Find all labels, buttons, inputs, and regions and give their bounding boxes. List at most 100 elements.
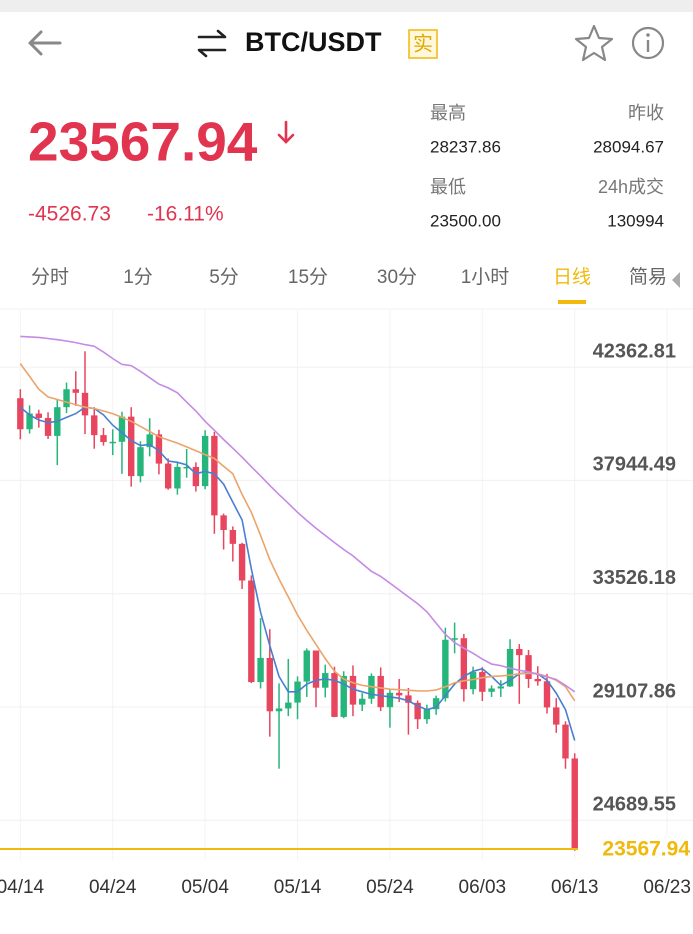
last-price-label-bg [580, 836, 693, 863]
x-tick-label: 06/13 [551, 877, 599, 898]
candle-body [405, 695, 412, 703]
info-button[interactable] [631, 26, 665, 60]
candle-body [128, 416, 135, 477]
interval-tab[interactable]: 分时 [31, 266, 69, 288]
candle-body [63, 389, 70, 408]
candle-body [534, 678, 541, 682]
candle-body [285, 702, 292, 709]
interval-tab[interactable]: 30分 [377, 266, 417, 288]
candle-body [340, 675, 347, 717]
candle-body [91, 415, 98, 436]
candle-body [377, 675, 384, 708]
y-tick-label: 29107.86 [593, 680, 676, 702]
stat-value: 130994 [607, 211, 664, 230]
interval-tab[interactable]: 15分 [288, 266, 328, 288]
interval-tabs: 分时 1分 5分 15分 30分 1小时 日线 简易 [31, 266, 667, 304]
last-price: 23567.94 [28, 111, 258, 173]
status-strip [0, 0, 693, 12]
price-change-pct: -16.11% [147, 203, 224, 226]
x-tick-label: 05/24 [366, 877, 414, 898]
candle-body [118, 416, 126, 442]
spot-badge: 实 [413, 32, 433, 55]
candle-body [146, 434, 153, 448]
candle-body [414, 702, 421, 720]
candle-body [312, 650, 320, 688]
candle-body [423, 709, 431, 720]
candle-body [525, 655, 532, 679]
candle-body [479, 672, 486, 692]
candle-body [81, 392, 89, 416]
candle-body [220, 515, 227, 530]
ma-line [20, 335, 576, 693]
ma-line [19, 406, 576, 741]
last-price-label: 23567.94 [602, 838, 690, 861]
candle-body [562, 724, 569, 759]
pair-title: BTC/USDT [245, 27, 382, 57]
back-button[interactable] [28, 30, 62, 56]
candle-body [44, 417, 52, 436]
ma-line [19, 363, 576, 702]
candle-body [488, 688, 495, 692]
candle-body [174, 466, 181, 489]
candle-body [395, 692, 403, 696]
candle-body [460, 638, 468, 690]
candle-body [155, 434, 163, 464]
candle-body [192, 466, 200, 487]
interval-tab[interactable]: 5分 [209, 266, 239, 288]
candle-body [497, 686, 505, 689]
candle-body [35, 413, 43, 418]
y-tick-label: 37944.49 [593, 454, 676, 476]
candle-body [469, 672, 477, 690]
x-tick-label: 04/24 [89, 877, 137, 898]
down-arrow [277, 120, 295, 144]
price-change: -4526.73 [28, 203, 111, 226]
interval-tab[interactable]: 1小时 [461, 266, 510, 288]
candle-body [211, 435, 218, 516]
candle-body [432, 698, 440, 710]
candle-body [26, 413, 33, 430]
candle-body [229, 530, 237, 544]
candle-body [266, 657, 274, 712]
favorite-star[interactable] [574, 24, 614, 62]
candle-body [100, 435, 107, 443]
candle-body [201, 435, 209, 487]
candle-body [257, 657, 264, 683]
active-tab-underline [558, 300, 586, 304]
y-tick-label: 42362.81 [593, 340, 676, 362]
kline-chart: 04/14 04/24 05/04 05/14 05/24 06/03 06/13 06/23… [0, 310, 693, 898]
candle-body [322, 673, 329, 688]
candle-body [164, 463, 172, 489]
interval-tab[interactable]: 简易 [629, 266, 667, 288]
candle-body [543, 681, 551, 708]
stat-label: 最低 [430, 177, 466, 197]
candle-body [137, 447, 144, 477]
candle-body [516, 648, 523, 656]
badge-box [408, 29, 438, 59]
candle-body [571, 758, 578, 850]
candle-body [451, 638, 458, 640]
y-tick-label: 24689.55 [593, 794, 676, 816]
stat-label: 昨收 [628, 103, 664, 123]
stat-value: 23500.00 [430, 211, 501, 230]
tab-more[interactable] [672, 272, 680, 288]
interval-tab[interactable]: 1分 [123, 266, 153, 288]
candle-body [303, 650, 310, 682]
candle-body [359, 698, 366, 705]
interval-tab[interactable]: 日线 [553, 266, 591, 288]
swap-icon[interactable] [197, 29, 227, 58]
stat-value: 28237.86 [430, 137, 501, 156]
candle-body [349, 675, 357, 705]
candle-body [442, 639, 449, 699]
candle-body [331, 673, 338, 717]
candle-body [17, 398, 24, 430]
candle-body [72, 389, 79, 393]
candle-body [109, 441, 116, 444]
x-tick-label: 06/03 [459, 877, 507, 898]
y-tick-label: 33526.18 [593, 567, 676, 589]
x-tick-label: 06/23 [643, 877, 691, 898]
candle-body [553, 707, 560, 725]
x-tick-label: 04/14 [0, 877, 45, 898]
candle-body [386, 692, 394, 708]
candle-body [248, 580, 255, 683]
